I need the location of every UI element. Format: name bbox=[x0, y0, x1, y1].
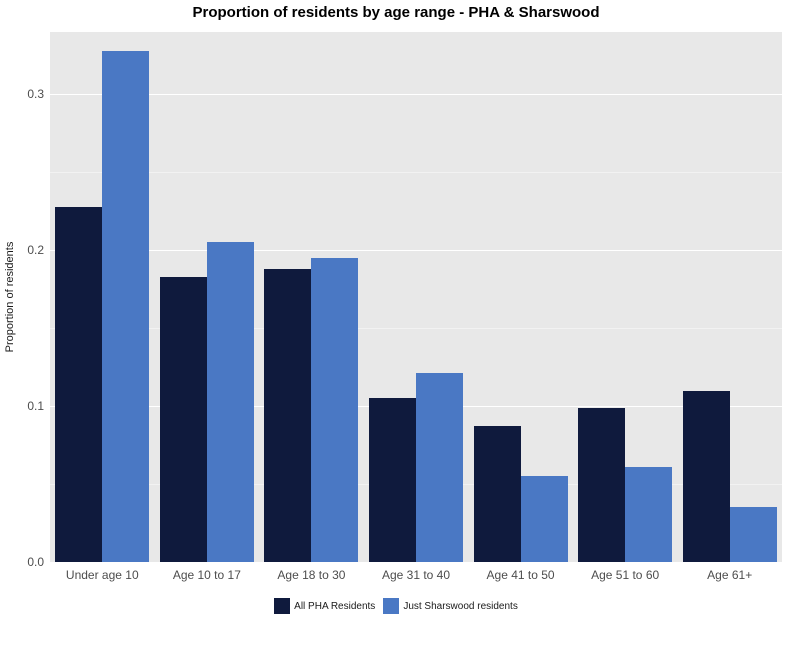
x-tick-label: Age 31 to 40 bbox=[382, 568, 450, 582]
bar bbox=[730, 507, 777, 562]
bar bbox=[207, 242, 254, 562]
chart-title: Proportion of residents by age range - P… bbox=[0, 4, 792, 21]
gridline bbox=[50, 94, 782, 95]
legend-label: All PHA Residents bbox=[294, 601, 375, 612]
bar bbox=[102, 51, 149, 562]
bar bbox=[55, 207, 102, 562]
bar bbox=[311, 258, 358, 562]
legend: All PHA Residents Just Sharswood resident… bbox=[0, 598, 792, 614]
bar bbox=[160, 277, 207, 562]
gridline-minor bbox=[50, 172, 782, 173]
bar bbox=[369, 398, 416, 562]
bar bbox=[625, 467, 672, 562]
y-tick-label: 0.1 bbox=[27, 399, 44, 413]
bar bbox=[416, 373, 463, 562]
y-tick-label: 0.3 bbox=[27, 87, 44, 101]
bar bbox=[264, 269, 311, 562]
x-tick-label: Age 61+ bbox=[707, 568, 752, 582]
chart-container: Proportion of residents by age range - P… bbox=[0, 0, 792, 645]
legend-item: Just Sharswood residents bbox=[383, 598, 518, 614]
legend-item: All PHA Residents bbox=[274, 598, 375, 614]
bar bbox=[521, 476, 568, 562]
bar bbox=[683, 391, 730, 562]
legend-swatch bbox=[274, 598, 290, 614]
legend-swatch bbox=[383, 598, 399, 614]
bar bbox=[578, 408, 625, 562]
x-tick-label: Age 10 to 17 bbox=[173, 568, 241, 582]
x-tick-label: Age 41 to 50 bbox=[487, 568, 555, 582]
plot-area: 0.00.10.20.3Under age 10Age 10 to 17Age … bbox=[50, 32, 782, 562]
y-tick-label: 0.2 bbox=[27, 243, 44, 257]
y-tick-label: 0.0 bbox=[27, 555, 44, 569]
x-tick-label: Age 18 to 30 bbox=[277, 568, 345, 582]
x-tick-label: Under age 10 bbox=[66, 568, 139, 582]
bar bbox=[474, 426, 521, 562]
gridline bbox=[50, 250, 782, 251]
x-tick-label: Age 51 to 60 bbox=[591, 568, 659, 582]
legend-label: Just Sharswood residents bbox=[403, 601, 518, 612]
y-axis-label: Proportion of residents bbox=[4, 242, 16, 353]
gridline bbox=[50, 562, 782, 563]
